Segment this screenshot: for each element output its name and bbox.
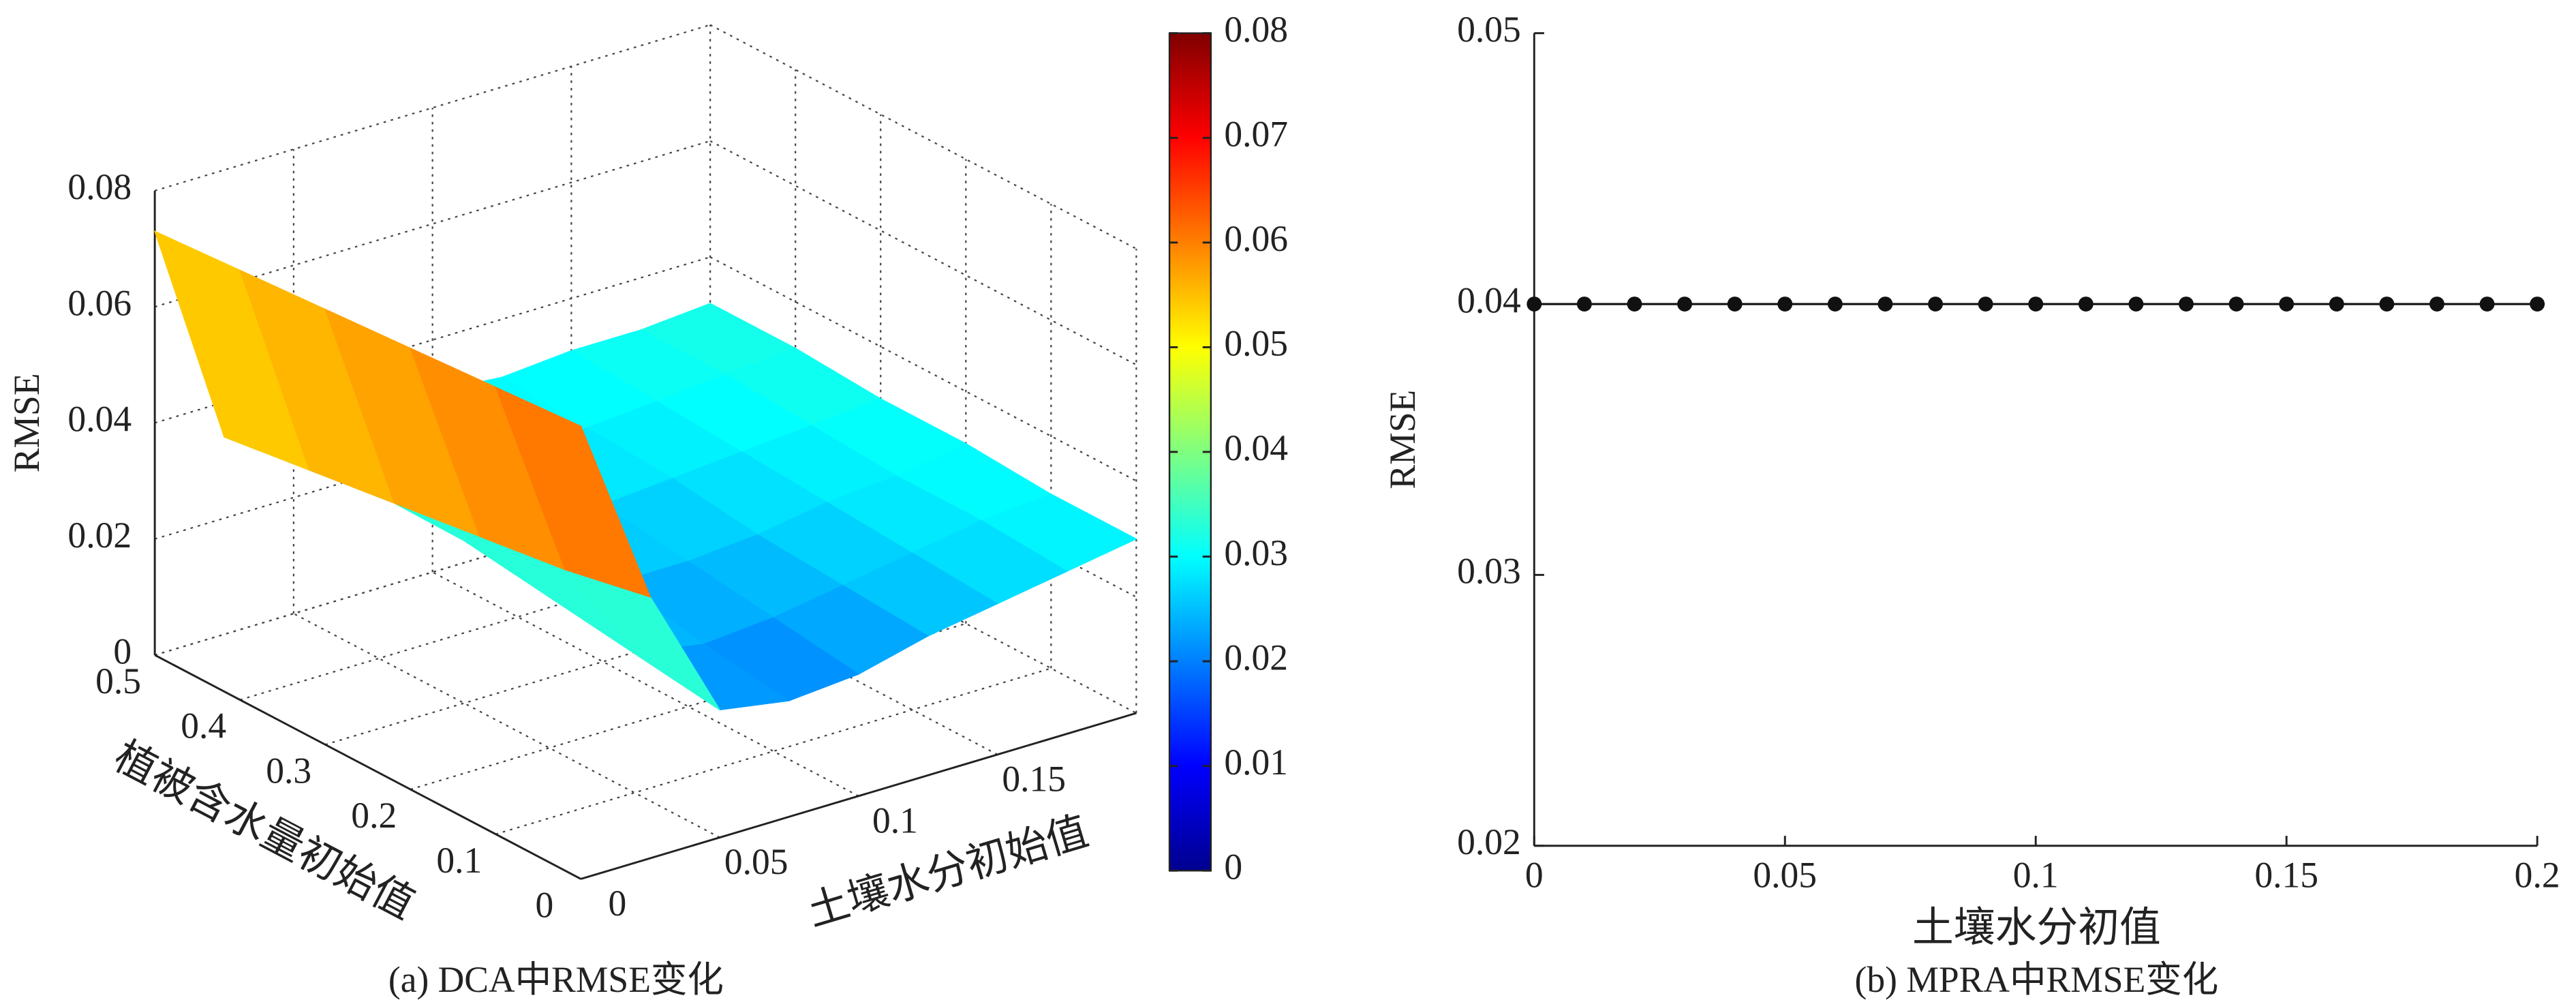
x-tick-label: 0 [609, 883, 627, 924]
point [2179, 297, 2194, 312]
point [2228, 297, 2244, 312]
grid-line [709, 140, 1137, 366]
x-tick-label: 0.05 [1753, 855, 1817, 896]
point [1877, 297, 1893, 312]
point [1727, 297, 1743, 312]
point [1576, 297, 1592, 312]
point [1978, 297, 1993, 312]
x-axis [580, 712, 1137, 880]
point [1928, 297, 1943, 312]
point [2530, 297, 2545, 312]
point [2279, 297, 2295, 312]
point [2028, 297, 2044, 312]
surface-panel: 00.020.040.060.0800.10.20.30.40.500.050.… [6, 9, 1288, 1000]
y-tick-label: 0.5 [95, 661, 141, 701]
y-tick-label: 0.2 [351, 795, 397, 836]
grid-line [709, 256, 1137, 482]
caption: (a) DCA中RMSE变化 [388, 959, 724, 1000]
surface-patch [495, 386, 651, 598]
x-tick-label: 0.15 [2254, 855, 2318, 896]
z-axis-label: RMSE [6, 374, 47, 473]
point [2128, 297, 2144, 312]
x-tick-label: 0 [1525, 855, 1544, 896]
y-tick-label: 0.03 [1457, 551, 1521, 592]
x-axis-label: 土壤水分初值 [1912, 905, 2161, 951]
x-tick-label: 0.2 [2515, 855, 2560, 896]
point [2379, 297, 2395, 312]
y-tick-label: 0.3 [266, 750, 311, 791]
z-tick-label: 0.02 [67, 515, 132, 556]
y-tick-label: 0.4 [181, 706, 226, 746]
z-tick-label: 0.08 [67, 166, 132, 207]
point [1677, 297, 1693, 312]
x-tick-label: 0.15 [1002, 759, 1066, 800]
grid-line [432, 571, 859, 797]
colorbar-tick-label: 0.03 [1224, 532, 1288, 573]
y-tick-label: 0.04 [1457, 279, 1521, 320]
colorbar-tick-label: 0.01 [1224, 742, 1288, 783]
grid-line [709, 24, 1137, 249]
y-tick-label: 0 [535, 884, 553, 925]
point [2479, 297, 2495, 312]
y-tick-label: 0.1 [436, 840, 482, 881]
colorbar-tick-label: 0.08 [1224, 9, 1288, 50]
z-tick-label: 0.06 [67, 282, 132, 323]
caption: (b) MPRA中RMSE变化 [1855, 959, 2219, 1000]
colorbar-tick-label: 0.06 [1224, 218, 1288, 259]
x-tick-label: 0.1 [872, 800, 918, 840]
grid-line [293, 613, 720, 838]
z-tick-label: 0.04 [67, 399, 132, 440]
point [2429, 297, 2444, 312]
point [1827, 297, 1843, 312]
point [2078, 297, 2094, 312]
y-tick-label: 0.05 [1457, 9, 1521, 50]
x-axis-label: 土壤水分初始值 [802, 808, 1093, 935]
colorbar-tick-label: 0.04 [1224, 427, 1288, 468]
point [1777, 297, 1793, 312]
point [2329, 297, 2344, 312]
colorbar-tick-label: 0.02 [1224, 637, 1288, 678]
y-axis [154, 654, 582, 880]
colorbar-tick-label: 0.07 [1224, 114, 1288, 155]
colorbar-tick-label: 0.05 [1224, 323, 1288, 364]
point [1627, 297, 1642, 312]
z-tick-label: 0 [113, 631, 132, 671]
y-axis-label: RMSE [1382, 390, 1423, 489]
y-tick-label: 0.02 [1457, 821, 1521, 862]
x-tick-label: 0.1 [2013, 855, 2059, 896]
colorbar-tick-label: 0 [1224, 847, 1242, 888]
x-tick-label: 0.05 [724, 841, 788, 882]
point [1527, 297, 1542, 312]
line-panel: 0.02 0.03 0.04 0.05 0 0.05 0.1 0.15 0.2 土壤水分初值 RMS… [1382, 9, 2560, 1000]
